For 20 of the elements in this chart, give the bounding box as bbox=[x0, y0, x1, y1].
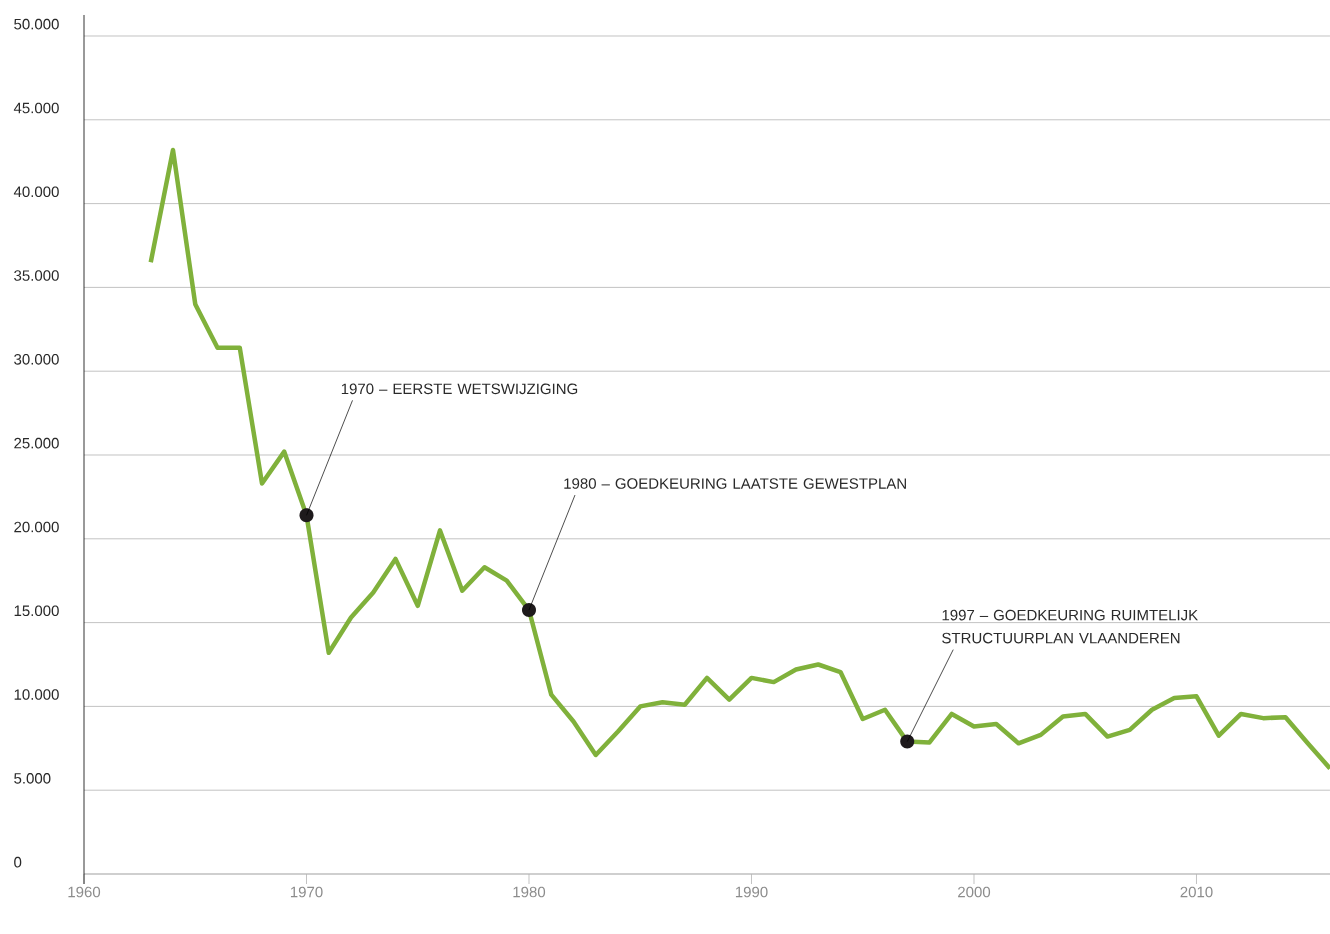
y-tick-label: 35.000 bbox=[14, 270, 59, 281]
x-tick-label: 2000 bbox=[958, 886, 991, 898]
y-tick-label: 40.000 bbox=[13, 186, 59, 198]
y-tick-label: 50.000 bbox=[14, 18, 59, 30]
y-tick-label: 15.000 bbox=[14, 605, 59, 617]
annotation: 1997 – GOEDKEURING RUIMTELIJK STRUCTUURPLAN VLAANDEREN bbox=[942, 609, 1198, 644]
y-tick-label: 0 bbox=[14, 856, 22, 868]
y-tick-label: 10.000 bbox=[14, 689, 59, 700]
annotation: 1980 – GOEDKEURING LAATSTE GEWESTPLAN bbox=[564, 478, 906, 489]
x-tick-label: 2010 bbox=[1180, 886, 1213, 898]
x-tick-label: 1980 bbox=[513, 886, 546, 898]
y-tick-label: 25.000 bbox=[14, 437, 59, 449]
x-tick-label: 1990 bbox=[735, 886, 768, 898]
x-tick-label: 1970 bbox=[290, 886, 323, 898]
annotation: 1970 – EERSTE WETSWIJZIGING bbox=[341, 383, 578, 395]
y-tick-label: 45.000 bbox=[13, 102, 59, 114]
y-tick-label: 5.000 bbox=[14, 773, 51, 784]
y-tick-label: 30.000 bbox=[14, 354, 59, 365]
x-tick-label: 1960 bbox=[68, 886, 101, 898]
y-tick-label: 20.000 bbox=[14, 521, 59, 533]
